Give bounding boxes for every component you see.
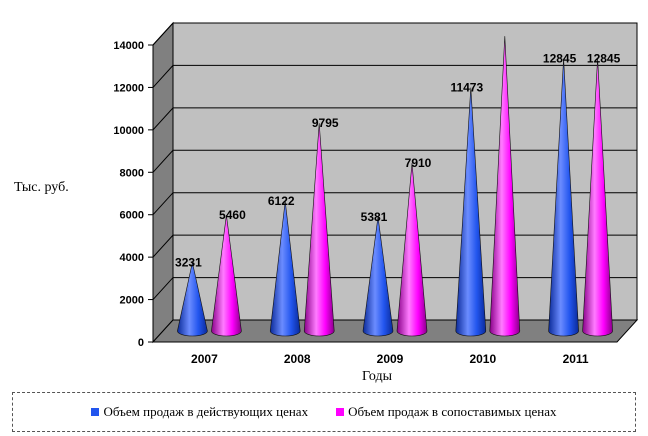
- legend-item-series-1: Объем продаж в действующих ценах: [91, 404, 308, 420]
- gridline: [152, 64, 637, 88]
- y-tick-label: 14000: [113, 40, 144, 52]
- y-tick-label: 0: [138, 337, 144, 349]
- cone-2010-series-1: [455, 87, 487, 337]
- side-wall: [152, 21, 174, 344]
- cone-2008-series-1: [269, 201, 301, 337]
- y-tick-label: 8000: [120, 167, 144, 179]
- data-label-2007-series-1: 3231: [175, 255, 202, 269]
- data-label-2011-series-2: 12845: [587, 52, 621, 66]
- legend-item-series-2: Объем продаж в сопоставимых ценах: [336, 404, 557, 420]
- cone-2011-series-1: [548, 58, 579, 337]
- x-axis-label: Годы: [362, 369, 392, 384]
- y-tick-label: 6000: [120, 210, 144, 222]
- data-label-2007-series-2: 5460: [219, 208, 246, 222]
- legend: Объем продаж в действующих ценах Объем п…: [12, 392, 636, 432]
- data-label-2011-series-1: 12845: [543, 52, 577, 66]
- cone-2010-series-2: [489, 36, 521, 337]
- x-tick-label-2010: 2010: [469, 352, 496, 366]
- x-tick-label-2008: 2008: [284, 352, 311, 366]
- gridline: [152, 149, 637, 173]
- x-tick-labels: 2007 2008 2009 2010 2011: [191, 352, 589, 366]
- data-labels: 3231 5460 6122 9795 5381 7910 11473 12845 12845: [175, 52, 621, 270]
- cone-2009-series-2: [396, 163, 428, 337]
- y-tick-labels: 0 2000 4000 6000 8000 10000 12000 14000: [113, 40, 617, 349]
- gridline: [152, 192, 637, 216]
- x-tick-label-2007: 2007: [191, 352, 218, 366]
- data-label-2008-series-2: 9795: [312, 116, 339, 130]
- gridline: [152, 234, 637, 258]
- y-tick-label: 4000: [120, 252, 144, 264]
- gridline: [152, 22, 637, 46]
- x-tick-label-2011: 2011: [563, 352, 589, 366]
- cone-2008-series-2: [303, 123, 335, 337]
- data-label-2008-series-1: 6122: [268, 194, 295, 208]
- legend-label-series-2: Объем продаж в сопоставимых ценах: [348, 404, 557, 419]
- cone-2011-series-2: [582, 58, 613, 337]
- data-label-2009-series-1: 5381: [361, 210, 388, 224]
- legend-swatch-series-1: [91, 408, 100, 416]
- cone-2007-series-2: [211, 215, 242, 337]
- y-tick-label: 12000: [113, 82, 144, 94]
- data-label-2009-series-2: 7910: [405, 156, 432, 170]
- legend-label-series-1: Объем продаж в действующих ценах: [103, 404, 309, 419]
- cone-2009-series-1: [362, 216, 394, 337]
- y-axis-label: Тыс. руб.: [14, 180, 69, 195]
- gridlines: [152, 22, 637, 300]
- cone-2007-series-1: [177, 262, 208, 337]
- legend-swatch-series-2: [336, 408, 345, 416]
- cones: [177, 36, 613, 337]
- data-label-2010-series-1: 11473: [450, 81, 483, 95]
- y-tick-label: 10000: [113, 125, 144, 137]
- y-tick-label: 2000: [120, 295, 144, 307]
- x-tick-label-2009: 2009: [377, 352, 404, 366]
- gridline: [152, 107, 637, 131]
